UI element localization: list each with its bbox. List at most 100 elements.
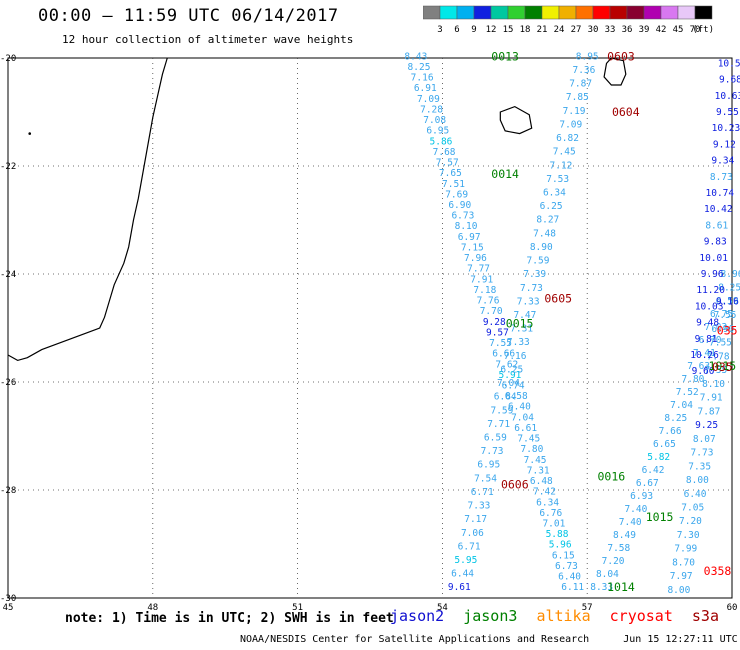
units-note: note: 1) Time is in UTC; 2) SWH is in fe… xyxy=(65,611,394,626)
x-tick-label: 45 xyxy=(3,603,14,613)
swh-value-label: 6.74 xyxy=(502,380,525,391)
swh-value-label: 7.39 xyxy=(523,269,546,280)
swh-value-label: 6.40 xyxy=(508,402,531,413)
generated-timestamp: Jun 15 12:27:11 UTC 2017 xyxy=(623,634,740,645)
swh-value-label: 6.73 xyxy=(451,211,474,222)
track-number-label: 0604 xyxy=(612,105,640,119)
swh-value-label: 7.17 xyxy=(464,514,487,525)
swh-value-label: 7.63 xyxy=(687,361,710,372)
swh-value-label: 7.47 xyxy=(513,310,536,321)
swh-value-label: 7.18 xyxy=(473,285,496,296)
swh-value-label: 10.26 xyxy=(690,350,719,361)
swh-value-label: 7.59 xyxy=(527,256,550,267)
swh-value-label: 6.71 xyxy=(458,541,481,552)
swh-value-label: 7.41 xyxy=(693,348,716,359)
swh-value-label: 7.52 xyxy=(676,387,699,398)
swh-value-label: 7.09 xyxy=(417,94,440,105)
swh-value-label: 7.16 xyxy=(411,73,434,84)
colorbar-tick: 70 xyxy=(690,25,701,35)
swh-value-label: 7.97 xyxy=(670,571,693,582)
swh-value-label: 10.52 xyxy=(718,58,740,69)
swh-value-label: 9.34 xyxy=(711,156,734,167)
swh-value-label: 7.69 xyxy=(445,189,468,200)
swh-value-label: 7.30 xyxy=(677,530,700,541)
swh-value-label: 7.87 xyxy=(569,79,592,90)
swh-value-label: 8.10 xyxy=(702,379,725,390)
swh-value-label: 9.68 xyxy=(719,75,740,86)
swh-value-label: 8.10 xyxy=(455,221,478,232)
track-number-label: 035 xyxy=(712,360,733,374)
coastline-reunion xyxy=(499,105,533,135)
swh-value-label: 7.48 xyxy=(533,228,556,239)
swh-value-label: 6.34 xyxy=(543,187,566,198)
swh-value-label: 6.66 xyxy=(492,349,515,360)
swh-value-label: 6.61 xyxy=(514,423,537,434)
y-tick-label: -26 xyxy=(0,378,16,388)
swh-value-label: 7.85 xyxy=(566,92,589,103)
swh-value-label: 7.71 xyxy=(487,419,510,430)
colorbar-tick: 15 xyxy=(503,25,514,35)
swh-value-label: 7.62 xyxy=(495,359,518,370)
swh-value-label: 8.73 xyxy=(710,172,733,183)
colorbar-tick: 3 xyxy=(437,25,442,35)
y-tick-label: -20 xyxy=(0,54,16,64)
credit-text: NOAA/NESDIS Center for Satellite Applica… xyxy=(240,634,590,645)
swh-value-label: 8.25 xyxy=(664,413,687,424)
swh-value-label: 7.53 xyxy=(546,174,569,185)
swh-value-label: 6.42 xyxy=(642,465,665,476)
y-tick-label: -28 xyxy=(0,486,16,496)
swh-value-label: 7.31 xyxy=(527,465,550,476)
swh-value-label: 7.73 xyxy=(481,446,504,457)
swh-value-label: 6.48 xyxy=(530,476,553,487)
swh-value-label: 7.55 xyxy=(709,338,732,349)
swh-value-label: 10.63 xyxy=(715,91,740,102)
swh-value-label: 9.55 xyxy=(716,107,739,118)
swh-value-label: 8.49 xyxy=(613,530,636,541)
swh-value-label: 6.15 xyxy=(552,550,575,561)
swh-value-label: 7.31 xyxy=(510,324,533,335)
swh-value-label: 10.23 xyxy=(712,123,740,134)
swh-value-label: 7.04 xyxy=(670,400,693,411)
footer: NOAA/NESDIS Center for Satellite Applica… xyxy=(240,634,740,645)
coastline-madagascar xyxy=(7,57,168,362)
swh-value-label: 7.03 xyxy=(704,322,727,333)
swh-value-label: 7.59 xyxy=(490,405,513,416)
swh-value-label: 6.25 xyxy=(540,201,563,212)
swh-value-label: 10.42 xyxy=(704,204,733,215)
swh-value-label: 7.73 xyxy=(691,448,714,459)
y-tick-label: -22 xyxy=(0,162,16,172)
satellite-legend: jason2 jason3 altika cryosat s3a xyxy=(390,607,729,625)
swh-value-label: 7.12 xyxy=(550,160,573,171)
swh-value-label: 7.55 xyxy=(704,365,727,376)
swh-value-label: 7.04 xyxy=(497,378,520,389)
swh-value-label: 6.59 xyxy=(484,432,507,443)
swh-value-label: 7.42 xyxy=(533,487,556,498)
track-number-label: 1015 xyxy=(646,510,674,524)
x-tick-label: 51 xyxy=(292,603,303,613)
swh-value-label: 6.34 xyxy=(536,497,559,508)
swh-value-label: 7.15 xyxy=(461,242,484,253)
swh-value-label: 7.09 xyxy=(559,119,582,130)
swh-value-label: 6.71 xyxy=(471,487,494,498)
swh-value-label: 7.78 xyxy=(707,351,730,362)
legend-s3a: s3a xyxy=(691,607,719,625)
swh-value-label: 9.16 xyxy=(716,296,739,307)
colorbar-tick: 18 xyxy=(520,25,531,35)
swh-value-label: 7.99 xyxy=(674,544,697,555)
swh-value-label: 11.20 xyxy=(696,285,725,296)
legend-jason3: jason3 xyxy=(463,607,518,625)
swh-value-label: 7.35 xyxy=(688,461,711,472)
swh-value-label: 6.59 xyxy=(716,296,739,307)
swh-value-label: 10.01 xyxy=(699,253,728,264)
swh-value-label: 7.55 xyxy=(489,338,512,349)
track-number-label: 0015 xyxy=(506,317,534,331)
coastline-mauritius xyxy=(603,57,627,86)
swh-value-label: 6.73 xyxy=(555,561,578,572)
track-number-label: 1014 xyxy=(607,580,635,594)
x-tick-label: 54 xyxy=(437,603,448,613)
swh-value-label: 7.19 xyxy=(563,106,586,117)
legend-cryosat: cryosat xyxy=(609,607,673,625)
swh-value-label: 10.03 xyxy=(695,301,724,312)
colorbar-tick: 45 xyxy=(673,25,684,35)
colorbar-tick: 27 xyxy=(571,25,582,35)
